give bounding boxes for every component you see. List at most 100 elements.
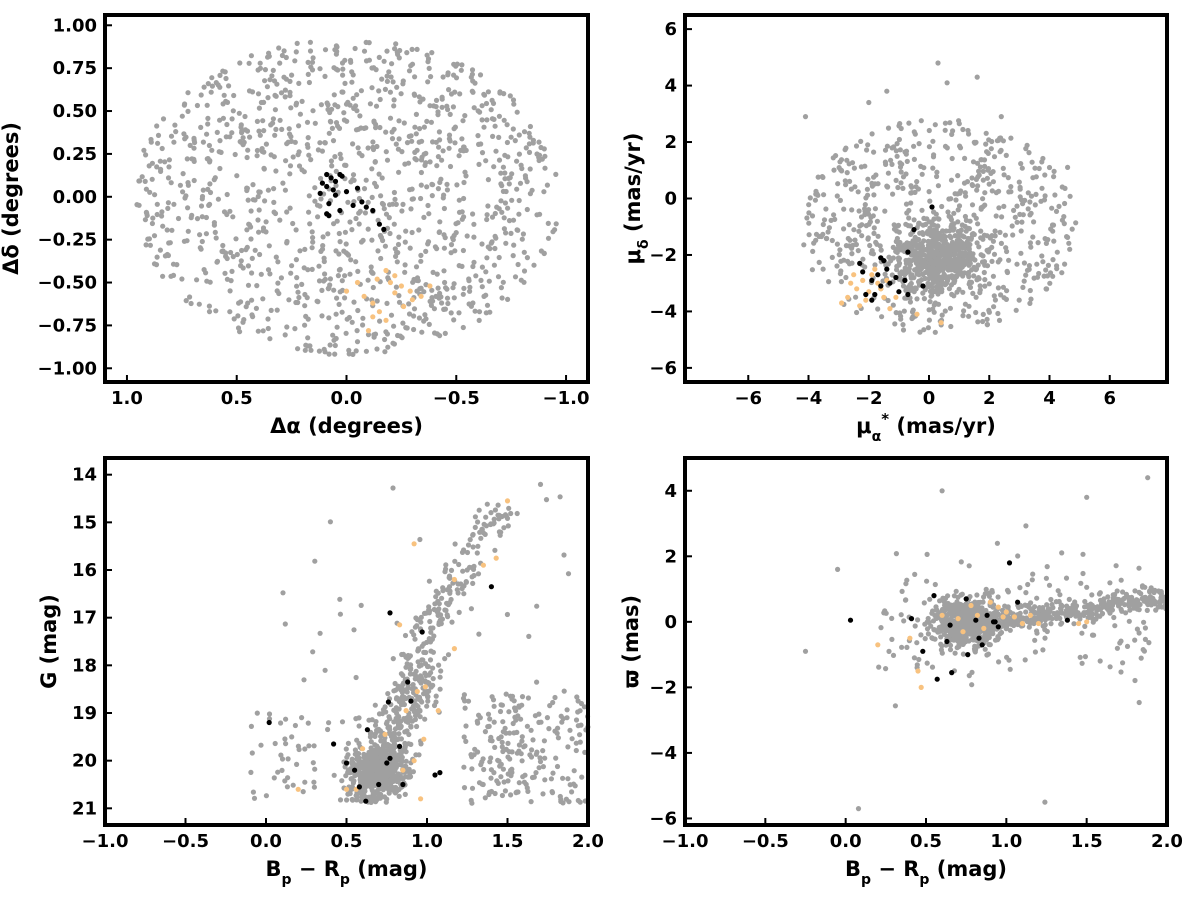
field-star-point [826,225,833,231]
field-star-point [896,257,902,263]
field-star-point [396,299,403,305]
field-star-point [407,671,413,677]
field-star-point [340,72,346,78]
field-star-point [537,481,544,487]
field-star-point [386,764,392,771]
field-star-point [1049,205,1055,211]
field-star-point [1016,297,1022,303]
field-star-point [889,615,895,622]
field-star-point [539,156,545,162]
field-star-point [492,744,498,751]
field-star-point [305,720,311,726]
field-star-point [205,121,211,127]
field-star-point [522,173,529,179]
field-star-point [997,257,1003,263]
member-star-point [376,781,382,788]
field-star-point [905,284,911,290]
field-star-point [472,308,478,314]
field-star-point [810,248,816,254]
field-star-point [441,245,447,251]
field-star-point [350,797,356,803]
field-star-point [831,212,837,218]
field-star-point [1118,600,1124,606]
field-star-point [908,190,914,196]
field-star-point [848,186,855,192]
field-star-point [201,84,207,90]
field-star-point [324,100,330,106]
field-star-point [320,234,326,240]
field-star-point [461,285,467,291]
field-star-point [495,502,501,508]
field-star-point [375,217,381,223]
field-star-point [154,254,160,260]
field-star-point [894,153,900,159]
field-star-point [966,246,972,252]
field-star-point [194,277,200,283]
field-star-point [488,767,494,773]
field-star-point [1073,603,1080,609]
field-star-point [137,178,143,184]
field-star-point [999,214,1005,220]
x-tick-label: 2.0 [572,831,604,852]
field-star-point [934,173,940,180]
field-star-point [373,67,379,73]
field-star-point [989,188,995,194]
field-star-point [260,296,266,302]
field-star-point [281,48,287,54]
field-star-point [295,346,301,352]
field-star-point [970,182,976,189]
field-star-point [883,262,889,268]
field-star-point [951,210,957,216]
field-star-point [1006,189,1012,195]
field-star-point [309,266,315,272]
field-star-point [171,201,177,207]
field-star-point [1002,232,1009,238]
field-star-point [1118,669,1124,675]
field-star-point [975,221,981,227]
field-star-point [849,251,855,257]
field-star-point [925,228,931,234]
y-tick-label: −0.25 [38,230,98,251]
field-star-point [374,298,380,304]
field-star-point [475,720,481,726]
field-star-point [1121,595,1127,602]
field-star-point [492,547,498,553]
field-star-point [993,190,1000,196]
y-tick-label: −0.75 [38,315,98,336]
field-star-point [954,258,960,264]
highlight-star-point [860,277,866,283]
field-star-point [521,744,527,750]
field-star-point [529,747,535,753]
field-star-point [396,169,402,175]
field-star-point [365,145,371,151]
highlight-star-point [411,541,417,547]
field-star-point [1114,588,1120,594]
field-star-point [398,762,404,768]
field-star-point [871,230,877,236]
field-star-point [385,691,391,697]
field-star-point [524,206,530,213]
field-star-point [1039,253,1045,259]
field-star-point [838,157,845,163]
field-star-point [815,174,821,180]
field-star-point [239,247,245,254]
field-star-point [275,280,281,286]
field-star-point [499,513,505,520]
field-star-point [381,58,387,64]
field-star-point [490,100,497,106]
field-star-point [1123,591,1129,598]
field-star-point [900,185,906,191]
field-star-point [1126,618,1132,624]
field-star-point [296,80,302,86]
field-star-point [502,200,508,206]
field-star-point [363,348,369,354]
field-star-point [260,328,266,334]
field-star-point [1014,219,1020,225]
field-star-point [370,139,376,145]
field-star-point [519,236,525,242]
field-star-point [406,741,412,747]
field-star-point [467,537,473,543]
field-star-point [947,120,953,126]
field-star-point [500,164,506,170]
field-star-point [310,235,316,241]
